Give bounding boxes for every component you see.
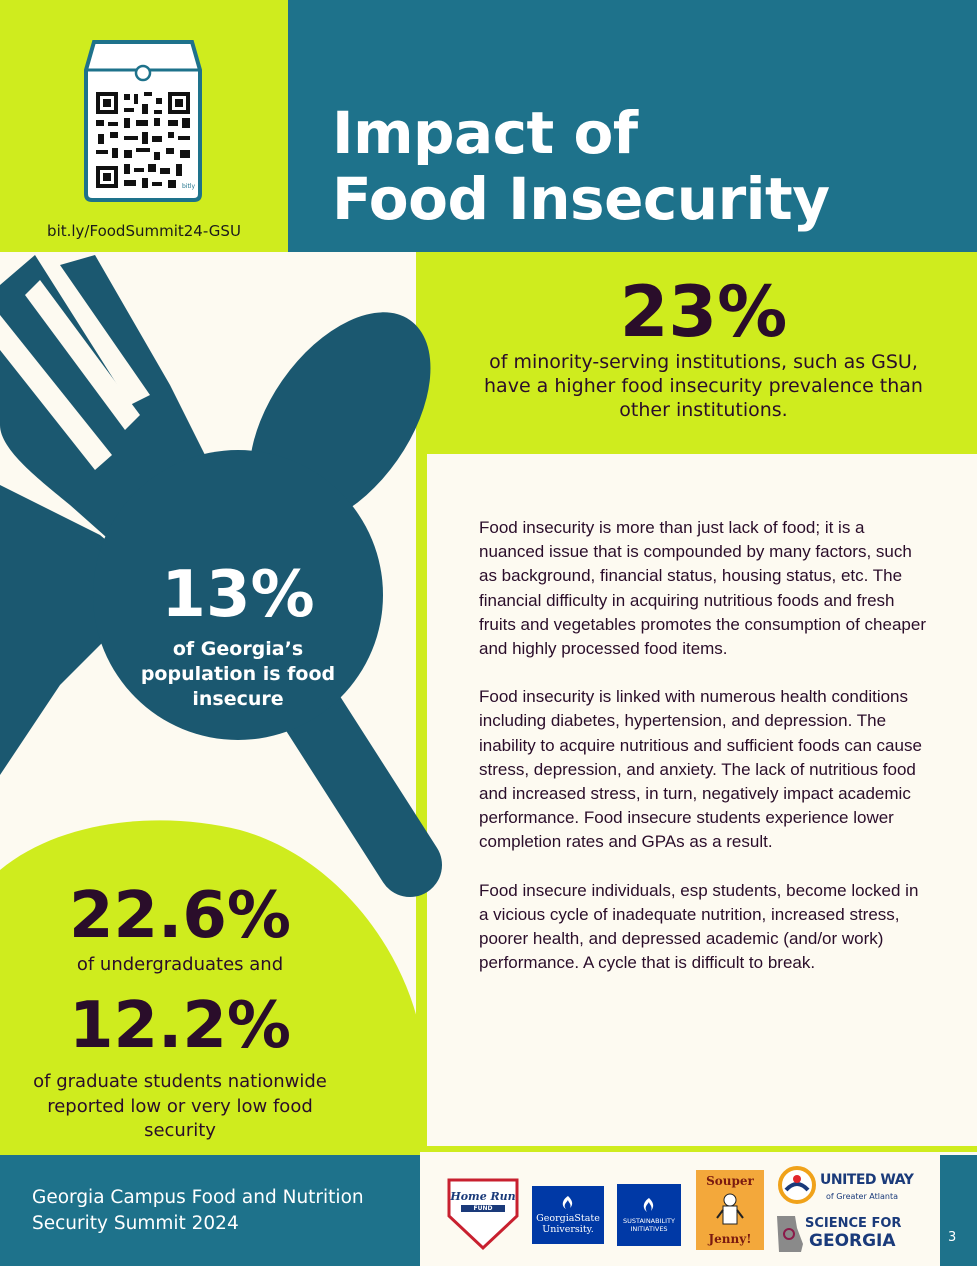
gsu-line2: University. (542, 1224, 594, 1235)
body-paragraph-1: Food insecurity is more than just lack o… (479, 518, 926, 659)
georgia-state-shape-icon (777, 1216, 803, 1252)
home-run-line2: FUND (461, 1205, 505, 1212)
georgia-state-logo: GeorgiaState University. (532, 1186, 604, 1244)
stat-23-description: of minority-serving institutions, such a… (484, 351, 923, 421)
page-number: 3 (948, 1230, 957, 1245)
united-way-logo: UNITED WAY of Greater Atlanta (778, 1166, 928, 1206)
sustainability-flame-icon (643, 1198, 654, 1212)
united-way-line2: of Greater Atlanta (826, 1192, 898, 1201)
body-text: Food insecurity is more than just lack o… (479, 516, 929, 999)
title-line-2: Food Insecurity (332, 165, 830, 233)
gsu-line1: GeorgiaState (536, 1213, 600, 1224)
footer-title: Georgia Campus Food and Nutrition Securi… (32, 1187, 364, 1234)
body-paragraph-3: Food insecure individuals, esp students,… (479, 880, 919, 973)
page-title: Impact of Food Insecurity (332, 100, 830, 232)
qr-card: bitly (84, 40, 202, 202)
stat-22-6-description: of undergraduates and (76, 954, 284, 975)
qr-brand-label: bitly (182, 183, 196, 190)
sustainability-line2: INITIATIVES (630, 1225, 668, 1233)
title-line-1: Impact of (332, 99, 638, 167)
chef-figure-icon (716, 1193, 744, 1225)
qr-url-label[interactable]: bit.ly/FoodSummit24-GSU (47, 222, 241, 240)
content-panel (427, 454, 977, 1146)
science-for-georgia-logo: SCIENCE FOR GEORGIA (775, 1214, 925, 1254)
home-plate-icon (447, 1178, 519, 1251)
stat-22-6-value: 22.6% (68, 879, 292, 953)
souper-line1: Souper (706, 1174, 754, 1188)
footer-teal-right (940, 1155, 977, 1266)
stat-23-value: 23% (619, 271, 788, 353)
sustainability-initiatives-logo: SUSTAINABILITY INITIATIVES (617, 1184, 681, 1246)
undergrad-stat-circle (0, 820, 420, 1155)
stat-23-panel (416, 252, 977, 452)
header-teal-panel (288, 0, 977, 252)
stat-13-description: of Georgia’s population is food insecure (140, 638, 336, 710)
footer-teal-left (0, 1155, 420, 1266)
home-run-line1: Home Run (450, 1190, 516, 1203)
home-run-fund-logo: Home Run FUND (445, 1176, 521, 1252)
fork-spoon-illustration (0, 255, 442, 897)
qr-code-icon (84, 40, 202, 202)
science-line2: GEORGIA (809, 1231, 896, 1251)
gsu-flame-icon (562, 1196, 573, 1209)
stat-12-2-description: of graduate students nationwide reported… (33, 1071, 327, 1141)
sustainability-line1: SUSTAINABILITY (622, 1217, 675, 1225)
souper-jenny-logo: Souper Jenny! (696, 1170, 764, 1250)
united-way-line1: UNITED WAY (820, 1172, 914, 1188)
united-way-hand-icon (778, 1166, 816, 1204)
science-line1: SCIENCE FOR (805, 1216, 902, 1231)
body-paragraph-2: Food insecurity is linked with numerous … (479, 687, 922, 852)
stat-12-2-value: 12.2% (68, 989, 292, 1063)
stat-13-value: 13% (161, 558, 315, 632)
souper-line2: Jenny! (708, 1232, 752, 1246)
